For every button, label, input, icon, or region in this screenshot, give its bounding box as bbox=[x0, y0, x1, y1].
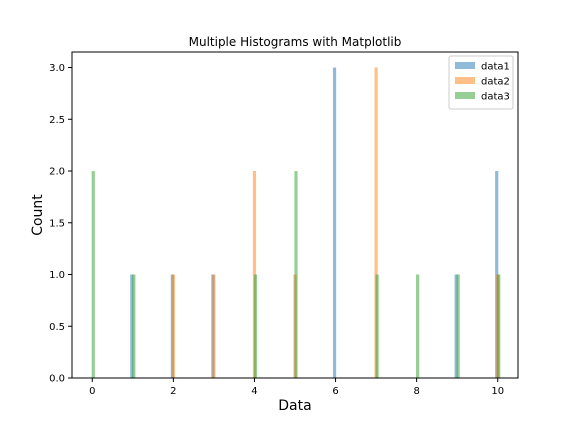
bar-data1-1 bbox=[130, 274, 134, 378]
plot-frame bbox=[71, 51, 519, 379]
legend-swatch-data2 bbox=[455, 77, 475, 84]
bar-data2-7 bbox=[374, 67, 378, 379]
y-tick-label: 3.0 bbox=[49, 63, 65, 74]
x-tick-label: 6 bbox=[332, 386, 338, 397]
y-tick-label: 1.5 bbox=[49, 218, 65, 229]
legend-swatch-data1 bbox=[455, 62, 475, 69]
bar-data3-8 bbox=[416, 274, 420, 378]
x-axis-label: Data bbox=[278, 398, 311, 414]
y-axis-ticks: 0.0 0.5 1.0 1.5 2.0 2.5 3.0 bbox=[49, 63, 72, 385]
legend-swatch-data3 bbox=[455, 92, 475, 99]
x-axis-ticks: 0 2 4 6 8 10 bbox=[89, 378, 504, 397]
y-axis-label: Count bbox=[30, 194, 46, 236]
chart-title: Multiple Histograms with Matplotlib bbox=[189, 35, 402, 49]
x-tick-label: 10 bbox=[491, 386, 504, 397]
x-tick-label: 0 bbox=[89, 386, 95, 397]
y-tick-label: 2.0 bbox=[49, 167, 65, 178]
bars-layer bbox=[91, 67, 501, 379]
bar-data3-7 bbox=[375, 274, 379, 378]
legend-label-data3: data3 bbox=[481, 92, 510, 103]
bar-data3-0 bbox=[91, 171, 95, 378]
bar-data2-2 bbox=[171, 274, 175, 378]
legend-label-data1: data1 bbox=[481, 62, 510, 73]
x-tick-label: 8 bbox=[413, 386, 419, 397]
y-tick-label: 0.5 bbox=[49, 322, 65, 333]
bar-data3-4 bbox=[253, 274, 258, 378]
bar-data2-3 bbox=[212, 274, 216, 378]
y-tick-label: 1.0 bbox=[49, 270, 65, 281]
y-tick-label: 2.5 bbox=[49, 115, 65, 126]
y-tick-label: 0.0 bbox=[49, 374, 65, 385]
x-tick-label: 2 bbox=[170, 386, 176, 397]
legend: data1 data2 data3 bbox=[448, 55, 514, 110]
bar-data3-9 bbox=[456, 274, 460, 378]
bar-data1-6 bbox=[332, 67, 337, 379]
x-tick-label: 4 bbox=[251, 386, 257, 397]
bar-data3-1 bbox=[132, 274, 136, 378]
bar-data1-9 bbox=[454, 274, 458, 378]
legend-label-data2: data2 bbox=[481, 77, 510, 88]
bar-data3-10 bbox=[497, 274, 501, 378]
bar-data3-5 bbox=[294, 171, 298, 378]
